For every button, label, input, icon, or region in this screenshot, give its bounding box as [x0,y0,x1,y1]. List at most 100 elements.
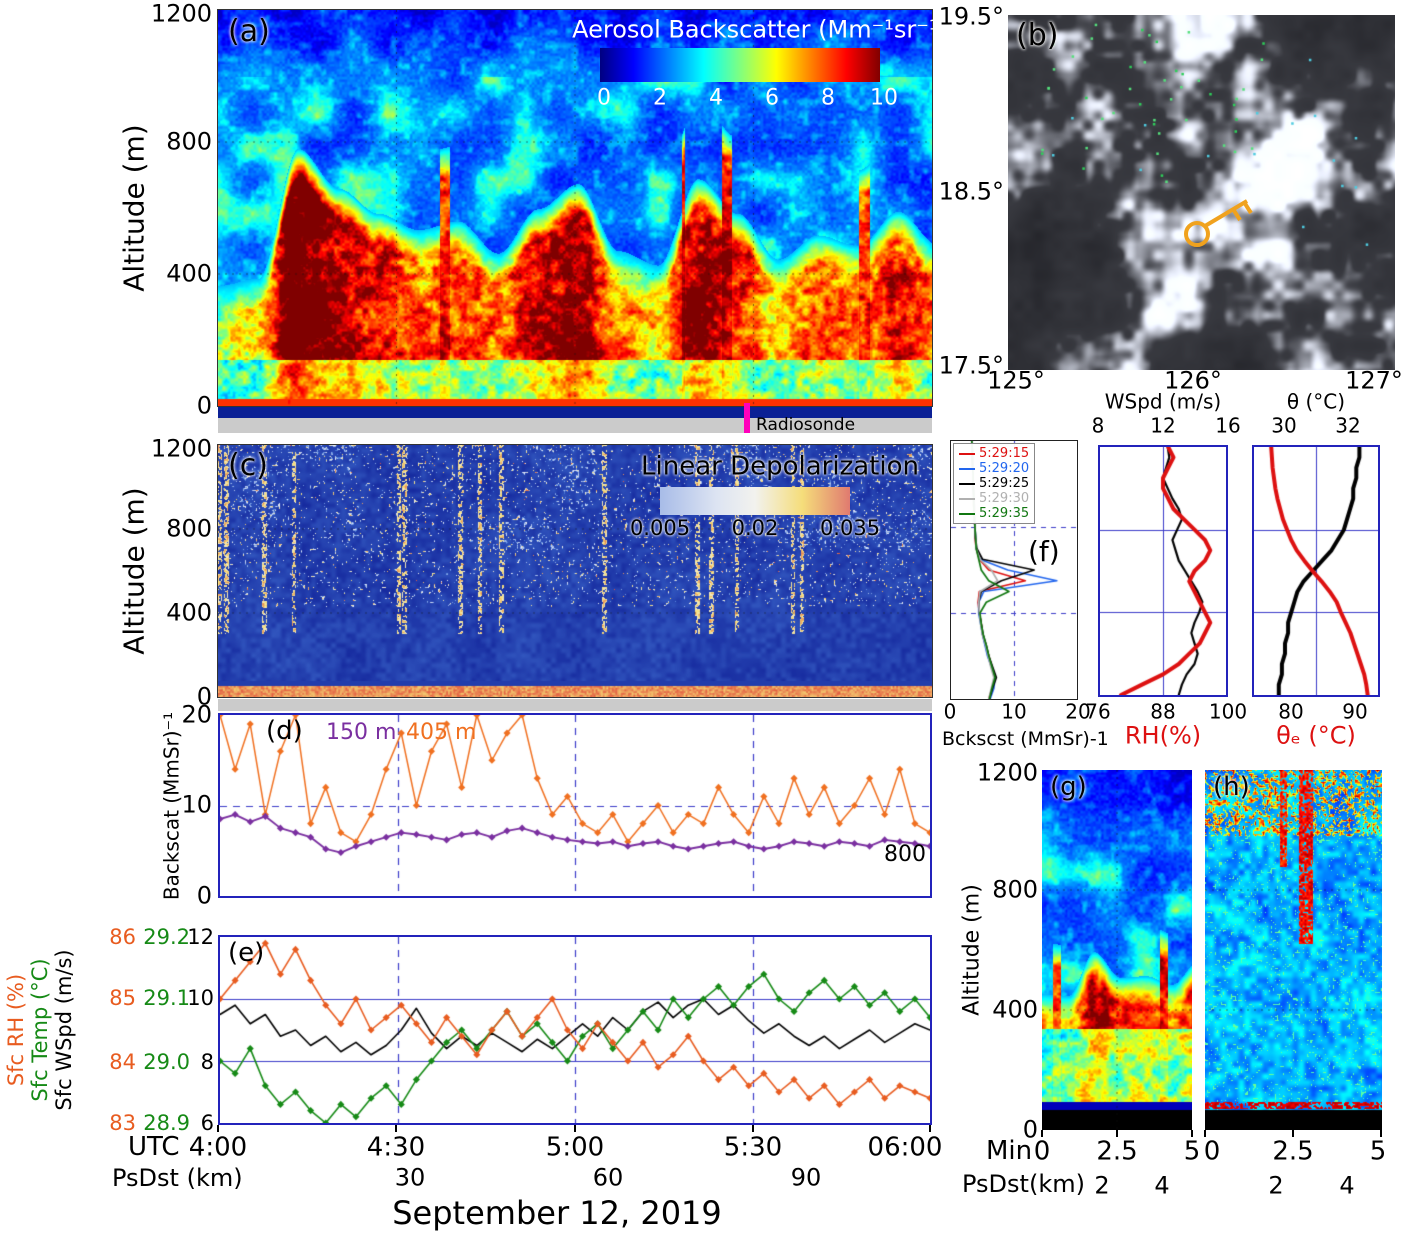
panel-e-rh-axis-label: Sfc RH (%) [3,973,28,1087]
f2-top-tick: 12 [1150,413,1176,438]
panel-gh-ytick: 1200 [976,758,1038,787]
panel-e-wspd-axis-label: Sfc WSpd (m/s) [51,949,76,1111]
panel-a-ylabel: Altitude (m) [117,124,151,292]
f3-top-tick: 30 [1271,413,1297,438]
colorbar-a-tick: 10 [870,85,898,111]
wspd-tick: 8 [200,1049,214,1074]
rh-tick: 85 [109,985,136,1010]
panel-c-heatmap-canvas [217,444,933,698]
panel-d-ytick: 10 [181,790,212,819]
panel-a-ytick: 1200 [150,0,212,28]
temp-tick: 28.9 [143,1110,190,1135]
panel-d-series-canvas [220,715,930,896]
legend-line-green [959,512,975,515]
axis-tick-mark [1204,1130,1206,1137]
psdst-tick: 30 [394,1163,426,1192]
panel-b-lon-tick: 126° [1164,366,1222,395]
f2-top-label: WSpd (m/s) [1104,389,1222,414]
axis-tick-mark [1116,1130,1118,1137]
f2-bottom-tick: 76 [1085,699,1111,724]
panel-gh-ytick: 400 [992,995,1038,1024]
colorbar-c-tick: 0.035 [819,515,881,540]
time-tick: 06:00 [867,1132,943,1163]
f1-xtick: 20 [1065,699,1091,724]
f3-bottom-tick: 90 [1342,699,1368,724]
panel-e-temp-axis-label: Sfc Temp (°C) [27,958,52,1102]
gh-psdst-label: PsDst(km) [962,1170,1085,1198]
f2-top-tick: 8 [1091,413,1105,438]
f3-top-label: θ (°C) [1286,389,1346,414]
figure-date-title: September 12, 2019 [392,1194,722,1233]
panel-h-heatmap-canvas [1205,770,1382,1130]
legend-label: 5:29:15 [979,446,1030,461]
g-psdst-tick: 2 [1094,1171,1110,1200]
panel-c-ytick: 800 [166,514,212,543]
panel-d-legend-405m: 405 m [406,720,477,745]
f2-bottom-label: RH(%) [1124,721,1202,750]
legend-label: 5:29:35 [979,506,1030,521]
panel-b-lon-tick: 125° [987,366,1045,395]
legend-line-gray [959,497,975,500]
psdst-tick: 60 [592,1163,624,1192]
panel-e-plot [218,935,932,1125]
axis-tick-mark [929,1125,931,1132]
panel-h-tag: (h) [1213,772,1250,802]
f2-top-tick: 16 [1215,413,1241,438]
panel-c-ytick: 400 [166,598,212,627]
panel-a-tag: (a) [228,14,270,49]
panel-c-colorbar-title: Linear Depolarization [641,451,919,482]
legend-label: 5:29:25 [979,476,1030,491]
panel-a-gray-strip [218,418,932,433]
panel-h-plot [1205,770,1382,1130]
panel-b-lat-tick: 18.5° [938,177,1004,206]
g-xtick: 0 [1033,1136,1051,1167]
time-tick: 4:00 [188,1132,248,1163]
panel-c-gray-strip [218,699,932,711]
f3-bottom-tick: 80 [1278,699,1304,724]
panel-a-colorbar-title: Aerosol Backscatter (Mm⁻¹sr⁻¹) [572,15,948,44]
panel-c-ylabel: Altitude (m) [117,487,151,655]
f3-bottom-label: θₑ (°C) [1276,721,1356,750]
panel-gh-ytick: 800 [992,875,1038,904]
colorbar-c-tick: 0.02 [731,515,779,540]
axis-tick-mark [217,1125,219,1132]
panel-d-plot [218,713,932,898]
panel-c-ytick: 1200 [150,434,212,463]
panel-gh-ylabel: Altitude (m) [959,884,985,1016]
panel-gh-ytick: 0 [1022,1115,1038,1144]
legend-item: 5:29:30 [959,491,1029,506]
temp-tick: 29.0 [143,1049,190,1074]
panel-d-tag: (d) [266,716,303,746]
wspd-tick: 12 [187,924,214,949]
panel-e-tag: (e) [228,938,265,968]
legend-line-blue [959,467,975,470]
colorbar-a-tick: 2 [653,85,667,111]
utc-label: UTC [128,1132,180,1162]
panel-b-satellite-canvas [1008,15,1395,370]
panel-b-lon-tick: 127° [1345,366,1403,395]
axis-tick-mark [574,1125,576,1132]
wspd-tick: 6 [200,1110,214,1135]
legend-item: 5:29:20 [959,461,1029,476]
f2-bottom-tick: 100 [1208,699,1248,724]
panel-a-colorbar [600,48,880,82]
panel-f3-profiles-canvas [1254,447,1378,695]
panel-f3-plot [1252,445,1380,697]
legend-item: 5:29:15 [959,446,1029,461]
colorbar-c-tick: 0.005 [629,515,691,540]
legend-item: 5:29:25 [959,476,1029,491]
time-tick: 5:30 [723,1132,783,1163]
panel-a-surface-strip [218,407,932,418]
panel-c-plot [217,444,933,698]
panel-c-tag: (c) [228,448,268,483]
psdst-tick: 90 [790,1163,822,1192]
g-psdst-tick: 4 [1154,1171,1170,1200]
panel-c-ytick: 0 [196,682,212,711]
legend-item: 5:29:35 [959,506,1029,521]
panel-b-satellite [1008,15,1395,370]
legend-label: 5:29:30 [979,491,1030,506]
axis-tick-mark [1380,1130,1382,1137]
panel-b-lat-tick: 19.5° [938,2,1004,31]
panel-g-heatmap-canvas [1042,770,1192,1130]
